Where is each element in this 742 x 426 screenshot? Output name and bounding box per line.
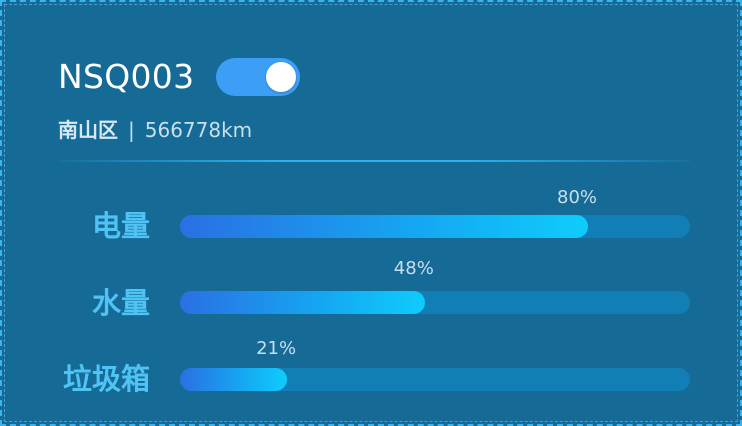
progress-track-water [180, 291, 690, 314]
toggle-knob [266, 62, 296, 92]
distance-value: 566778km [144, 118, 253, 142]
device-id: NSQ003 [58, 57, 195, 96]
device-toggle[interactable] [216, 58, 300, 96]
progress-fill-electricity [180, 215, 588, 238]
metric-label-electricity: 电量 [91, 209, 150, 243]
separator: | [128, 118, 135, 142]
metric-percent-electricity: 80% [556, 187, 598, 208]
metric-percent-water: 48% [393, 258, 434, 279]
progress-fill-water [180, 291, 425, 314]
metric-label-trash: 垃圾箱 [62, 362, 150, 396]
metric-label-water: 水量 [91, 286, 150, 320]
progress-fill-trash [180, 368, 288, 391]
progress-track-trash [180, 368, 690, 391]
progress-track-electricity [180, 215, 690, 238]
divider [58, 160, 690, 162]
device-subline: 南山区 | 566778km [58, 116, 252, 144]
district-label: 南山区 [58, 118, 118, 142]
metric-percent-trash: 21% [256, 338, 297, 359]
